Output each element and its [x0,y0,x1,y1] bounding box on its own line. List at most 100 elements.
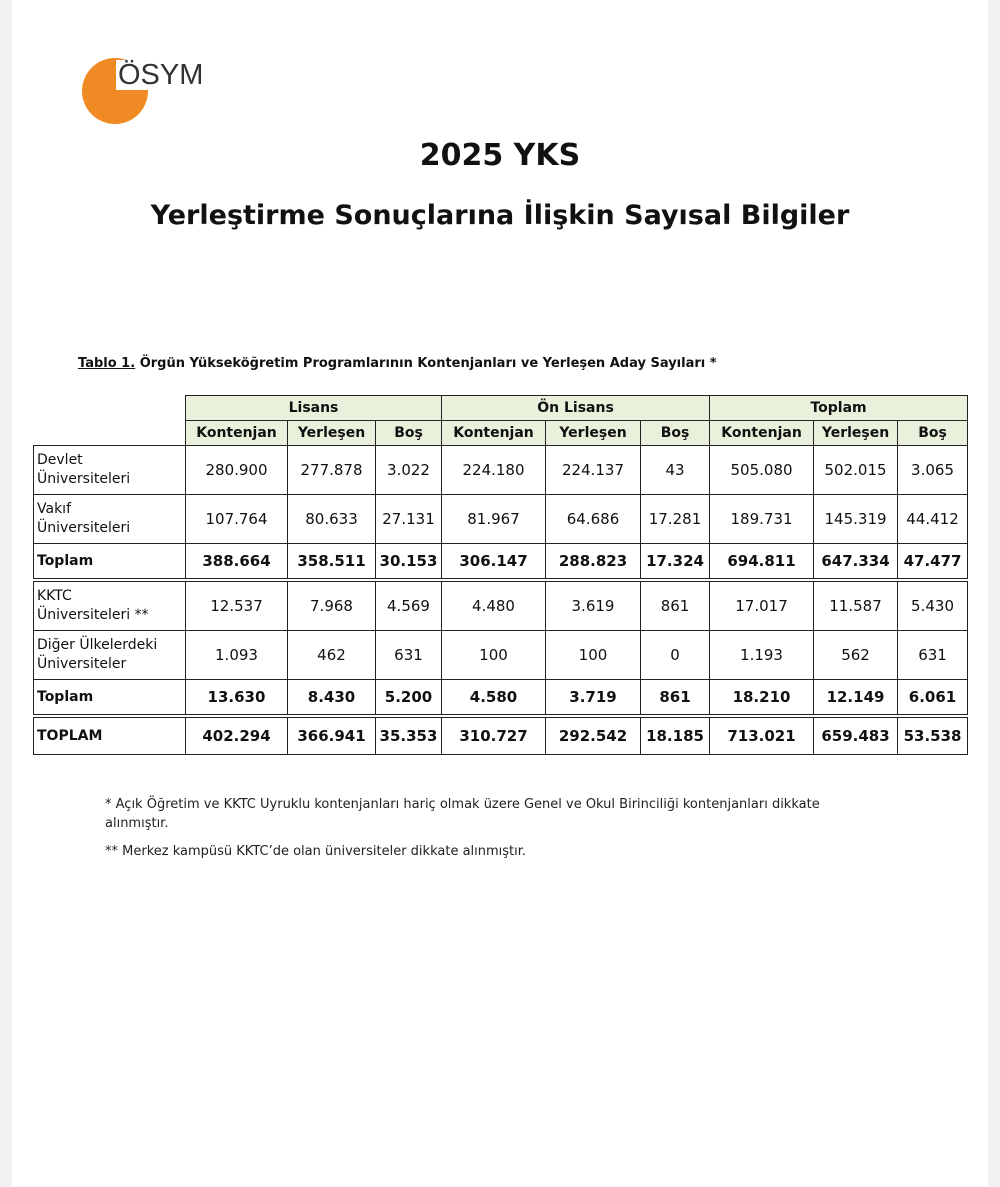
value-cell: 12.537 [185,578,288,631]
column-header: Kontenjan [709,420,815,446]
value-cell: 17.281 [639,494,711,544]
value-cell: 3.022 [375,445,442,495]
row-label-line: Diğer Ülkelerdeki [37,637,158,653]
column-header: Yerleşen [813,420,899,446]
row-label-line: Üniversiteleri [37,520,131,536]
blank-cell [34,396,186,421]
row-label: Diğer Ülkelerdeki Üniversiteler [33,630,186,680]
row-label-line: Üniversiteler [37,656,127,672]
notes: * Açık Öğretim ve KKTC Uyruklu kontenjan… [105,795,875,870]
value-cell: 659.483 [813,714,899,755]
value-cell: 861 [639,578,711,631]
value-cell: 18.185 [639,714,711,755]
value-cell: 35.353 [375,714,442,755]
caption-prefix: Tablo 1. [78,356,136,371]
group-header-row: Lisans Ön Lisans Toplam [34,395,969,421]
row-label-line: Üniversiteleri [37,471,131,487]
row-label: Toplam [33,543,186,581]
value-cell: 462 [287,630,376,680]
value-cell: 30.153 [375,543,442,581]
value-cell: 306.147 [441,543,546,581]
value-cell: 11.587 [813,578,899,631]
group-header: Lisans [185,395,442,421]
value-cell: 647.334 [813,543,899,581]
value-cell: 3.719 [545,679,641,717]
row-label: TOPLAM [33,714,186,755]
results-table: Lisans Ön Lisans Toplam Kontenjan Yerleşen Bo… [33,395,969,755]
title: 2025 YKS [419,138,581,173]
page-edge [988,0,1000,1187]
row-label: Devlet Üniversiteleri [33,445,186,495]
data-row: KKTC Üniversiteleri ** 12.537 7.968 4.569 4.4… [33,578,969,631]
value-cell: 388.664 [185,543,288,581]
data-row: Devlet Üniversiteleri 280.900 277.878 3.022 2… [33,445,969,495]
row-label-line: Üniversiteleri ** [37,607,149,623]
column-header-row: Kontenjan Yerleşen Boş Kontenjan Yerleşen Boş… [34,420,969,446]
value-cell: 4.580 [441,679,546,717]
column-header: Boş [639,420,711,446]
value-cell: 100 [545,630,641,680]
value-cell: 280.900 [185,445,288,495]
value-cell: 631 [375,630,442,680]
value-cell: 17.324 [639,543,711,581]
data-row: Vakıf Üniversiteleri 107.764 80.633 27.131 81… [33,494,969,544]
column-header: Kontenjan [185,420,288,446]
value-cell: 8.430 [287,679,376,717]
value-cell: 100 [441,630,546,680]
value-cell: 505.080 [709,445,815,495]
value-cell: 224.137 [545,445,641,495]
value-cell: 713.021 [709,714,815,755]
value-cell: 288.823 [545,543,641,581]
value-cell: 3.619 [545,578,641,631]
value-cell: 3.065 [897,445,969,495]
total-row: Toplam 13.630 8.430 5.200 4.580 3.719 861 18.21… [33,679,969,717]
value-cell: 47.477 [897,543,969,581]
value-cell: 0 [639,630,711,680]
column-header: Boş [375,420,442,446]
data-row: Diğer Ülkelerdeki Üniversiteler 1.093 462 63… [33,630,969,680]
note: * Açık Öğretim ve KKTC Uyruklu kontenjan… [105,797,820,831]
value-cell: 861 [639,679,711,717]
row-label: Toplam [33,679,186,717]
value-cell: 44.412 [897,494,969,544]
value-cell: 5.430 [897,578,969,631]
subtitle: Yerleştirme Sonuçlarına İlişkin Sayısal … [150,200,850,231]
value-cell: 4.569 [375,578,442,631]
value-cell: 43 [639,445,711,495]
table-caption: Tablo 1. Örgün Yükseköğretim Programları… [78,356,717,371]
value-cell: 292.542 [545,714,641,755]
value-cell: 80.633 [287,494,376,544]
value-cell: 189.731 [709,494,815,544]
value-cell: 145.319 [813,494,899,544]
value-cell: 358.511 [287,543,376,581]
row-label: KKTC Üniversiteleri ** [33,578,186,631]
row-label-line: Vakıf [37,501,71,517]
value-cell: 81.967 [441,494,546,544]
value-cell: 4.480 [441,578,546,631]
value-cell: 6.061 [897,679,969,717]
group-header: Ön Lisans [440,395,711,421]
column-header: Yerleşen [287,420,376,446]
value-cell: 277.878 [287,445,376,495]
caption-text: Örgün Yükseköğretim Programlarının Konte… [135,356,717,371]
total-row: Toplam 388.664 358.511 30.153 306.147 288.823… [33,543,969,581]
value-cell: 366.941 [287,714,376,755]
column-header: Yerleşen [545,420,641,446]
value-cell: 310.727 [441,714,546,755]
value-cell: 53.538 [897,714,969,755]
value-cell: 1.193 [709,630,815,680]
row-label-line: KKTC [37,588,72,604]
value-cell: 27.131 [375,494,442,544]
value-cell: 224.180 [441,445,546,495]
column-header: Boş [897,420,969,446]
value-cell: 562 [813,630,899,680]
note: ** Merkez kampüsü KKTC’de olan üniversit… [105,844,527,859]
value-cell: 18.210 [709,679,815,717]
value-cell: 13.630 [185,679,288,717]
value-cell: 631 [897,630,969,680]
value-cell: 694.811 [709,543,815,581]
blank-cell [34,421,186,446]
column-header: Kontenjan [441,420,546,446]
